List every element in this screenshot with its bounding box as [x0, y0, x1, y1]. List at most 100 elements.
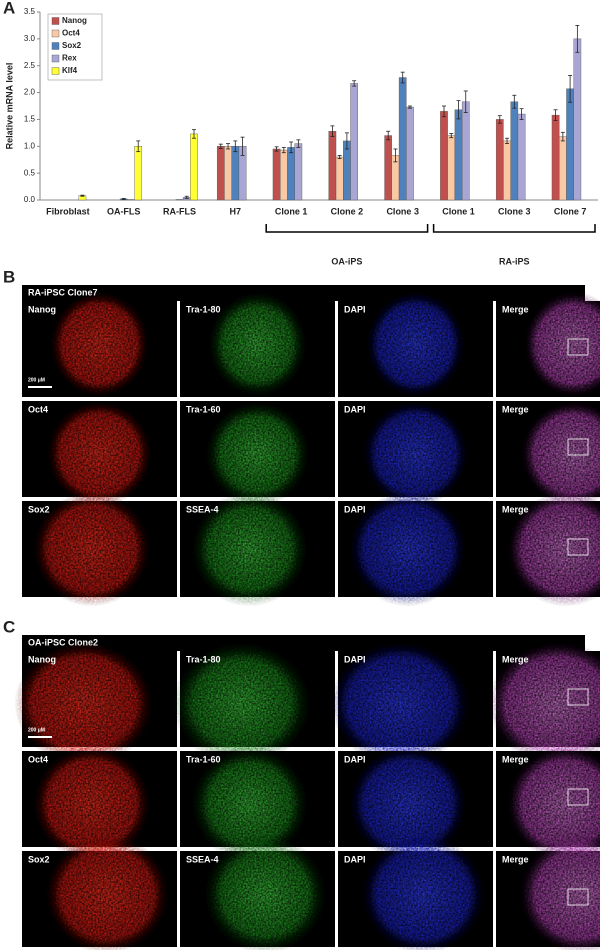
error-bar	[393, 148, 398, 163]
y-tick-label: 1.0	[24, 141, 36, 150]
bar	[127, 199, 135, 201]
zoom-box	[567, 538, 589, 556]
bar	[573, 38, 582, 201]
colony	[519, 834, 600, 950]
error-bar	[456, 100, 461, 120]
bar	[447, 135, 456, 201]
group-label: RA-iPS	[499, 256, 530, 266]
error-bar	[330, 125, 335, 138]
colony	[348, 746, 467, 862]
scale-label: 200 μM	[28, 727, 45, 733]
colony	[506, 491, 600, 607]
image-panels: B RA-iPSC Clone7 Nanog Tra-1-80 DAPI Merge 200…	[3, 267, 600, 950]
error-bar	[568, 74, 573, 103]
stain-label: Oct4	[28, 404, 48, 414]
x-tick-label: RA-FLS	[163, 206, 196, 216]
error-bar	[192, 129, 197, 139]
legend-label: Nanog	[62, 16, 87, 25]
stain-label: Nanog	[28, 304, 56, 314]
title-strip	[22, 285, 585, 301]
bar	[343, 140, 351, 201]
stain-label: DAPI	[344, 654, 366, 664]
panel-letter: A	[3, 0, 15, 17]
colony	[190, 746, 309, 862]
error-bar	[386, 130, 391, 141]
error-bar	[463, 90, 468, 113]
x-tick-label: H7	[230, 206, 242, 216]
x-tick-label: Clone 1	[275, 206, 308, 216]
stain-label: DAPI	[344, 854, 366, 864]
panel-letter: C	[3, 617, 15, 636]
legend-swatch	[51, 67, 60, 75]
legend-swatch	[51, 29, 60, 38]
y-axis-label: Relative mRNA level	[4, 63, 14, 150]
bar	[231, 146, 240, 201]
stain-label: Merge	[502, 754, 529, 764]
colony	[506, 746, 600, 862]
bar	[384, 135, 393, 201]
stain-label: DAPI	[344, 304, 366, 314]
bar	[461, 101, 470, 201]
stain-label: SSEA-4	[186, 504, 219, 514]
error-bar	[136, 140, 141, 153]
bar	[551, 114, 560, 201]
bar	[294, 143, 303, 201]
colony	[362, 401, 469, 507]
x-tick-label: Clone 3	[386, 206, 419, 216]
stain-label: SSEA-4	[186, 854, 219, 864]
zoom-box	[567, 438, 589, 456]
stain-label: Tra-1-60	[186, 404, 221, 414]
legend-swatch	[51, 42, 60, 50]
stain-label: Nanog	[28, 654, 56, 664]
bar	[350, 83, 358, 201]
y-tick-label: 3.5	[24, 7, 36, 16]
colony	[172, 641, 312, 767]
bar	[510, 101, 519, 201]
error-bar	[352, 80, 357, 87]
colony	[520, 401, 600, 507]
error-bar	[226, 143, 231, 150]
zoom-box	[567, 688, 589, 706]
bar	[335, 156, 344, 201]
y-tick-label: 1.5	[24, 115, 36, 124]
bar	[559, 136, 567, 201]
error-bar	[281, 146, 286, 154]
bar	[190, 133, 198, 201]
stain-label: Sox2	[28, 854, 50, 864]
bar	[398, 77, 407, 201]
legend-label: Sox2	[62, 41, 82, 50]
legend-label: Oct4	[62, 29, 80, 38]
colony	[45, 834, 170, 950]
error-bar	[289, 141, 294, 154]
stain-label: Tra-1-80	[186, 654, 221, 664]
panel-letter: B	[3, 267, 15, 286]
x-tick-label: Clone 3	[498, 206, 531, 216]
error-bar	[553, 109, 558, 121]
colony	[207, 291, 308, 398]
stain-label: Merge	[502, 304, 529, 314]
stain-label: DAPI	[344, 754, 366, 764]
colony	[190, 491, 309, 607]
bar	[175, 199, 184, 201]
zoom-box	[567, 888, 589, 906]
colony	[32, 491, 151, 607]
colony	[348, 491, 467, 607]
x-tick-label: OA-FLS	[107, 206, 141, 216]
error-bar	[240, 136, 245, 156]
stain-label: Merge	[502, 854, 529, 864]
x-tick-label: Clone 2	[331, 206, 364, 216]
stain-label: DAPI	[344, 404, 366, 414]
zoom-box	[567, 338, 589, 356]
title-strip	[22, 635, 585, 651]
bar	[287, 147, 295, 201]
error-bar	[274, 146, 279, 152]
error-bar	[505, 137, 510, 145]
group-bracket	[432, 224, 596, 233]
bar	[454, 109, 463, 201]
error-bar	[560, 131, 565, 142]
legend-swatch	[51, 54, 60, 63]
bar	[328, 131, 337, 201]
error-bar	[218, 143, 223, 149]
error-bar	[400, 71, 405, 84]
y-tick-label: 0.5	[24, 168, 36, 177]
